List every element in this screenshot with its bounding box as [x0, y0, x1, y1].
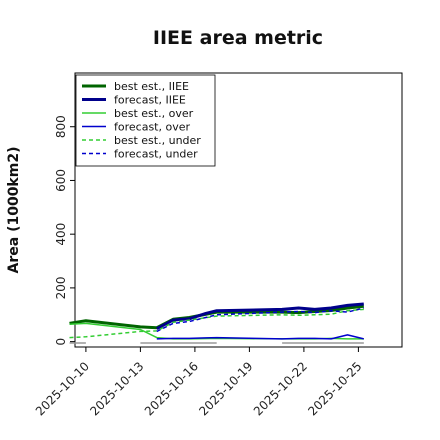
y-tick-label: 200 [54, 276, 68, 299]
series-line [69, 322, 364, 340]
y-tick-label: 400 [54, 223, 68, 246]
plot-area [69, 72, 403, 348]
legend-label: forecast, under [114, 148, 198, 161]
y-tick-label: 800 [54, 115, 68, 138]
plot-frame [74, 72, 403, 348]
y-axis-label: Area (1000km2) [6, 147, 22, 274]
chart-title: IIEE area metric [153, 27, 323, 49]
y-tick-label: 0 [54, 338, 68, 346]
x-tick-label: 2025-10-13 [87, 359, 146, 418]
x-tick-label: 2025-10-22 [251, 359, 310, 418]
x-axis: 2025-10-102025-10-132025-10-162025-10-19… [33, 347, 365, 418]
x-tick-label: 2025-10-10 [33, 359, 92, 418]
x-tick-label: 2025-10-16 [142, 359, 201, 418]
series-line [69, 308, 364, 339]
x-tick-label: 2025-10-19 [196, 359, 255, 418]
legend-label: best est., under [114, 134, 201, 147]
legend-box [75, 74, 216, 167]
y-axis: 0 200 400 600 800 [54, 115, 75, 345]
series-line [156, 334, 364, 340]
x-tick-label: 2025-10-25 [305, 359, 364, 418]
legend-label: best est., over [114, 107, 194, 120]
y-tick-label: 600 [54, 169, 68, 192]
legend-label: best est., IIEE [114, 80, 189, 93]
series-line [156, 307, 364, 333]
legend-label: forecast, over [114, 121, 190, 134]
series-line [156, 302, 364, 331]
legend-label: forecast, IIEE [114, 94, 186, 107]
